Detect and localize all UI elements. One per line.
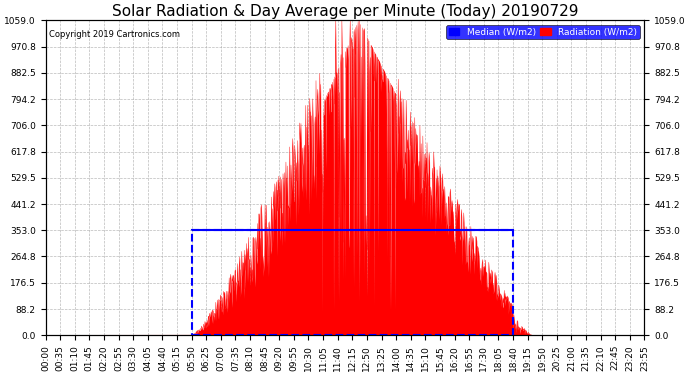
Text: Copyright 2019 Cartronics.com: Copyright 2019 Cartronics.com (48, 30, 179, 39)
Title: Solar Radiation & Day Average per Minute (Today) 20190729: Solar Radiation & Day Average per Minute… (112, 4, 578, 19)
Bar (192, 230, 513, 335)
Legend: Median (W/m2), Radiation (W/m2): Median (W/m2), Radiation (W/m2) (446, 25, 640, 39)
